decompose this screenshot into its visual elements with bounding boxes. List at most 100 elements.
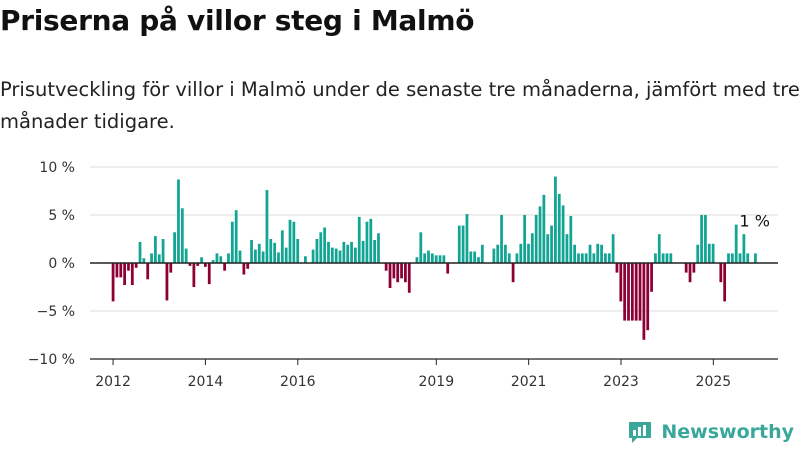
bar-positive[interactable] — [377, 233, 380, 263]
bar-positive[interactable] — [261, 251, 265, 263]
bar-positive[interactable] — [415, 257, 419, 263]
bar-positive[interactable] — [442, 255, 446, 263]
bar-positive[interactable] — [527, 243, 530, 263]
bar-positive[interactable] — [550, 225, 553, 263]
bar-positive[interactable] — [361, 240, 365, 263]
newsworthy-brand[interactable]: Newsworthy — [627, 420, 794, 444]
bar-positive[interactable] — [430, 253, 434, 263]
bar-negative[interactable] — [134, 263, 138, 268]
bar-positive[interactable] — [257, 243, 261, 263]
bar-negative[interactable] — [619, 263, 623, 302]
bar-negative[interactable] — [688, 263, 692, 283]
bar-negative[interactable] — [115, 263, 119, 278]
bar-positive[interactable] — [554, 176, 557, 263]
bar-positive[interactable] — [742, 234, 746, 263]
bar-positive[interactable] — [604, 253, 607, 263]
bar-positive[interactable] — [477, 257, 480, 263]
bar-negative[interactable] — [130, 263, 134, 286]
bar-positive[interactable] — [542, 194, 546, 263]
bar-positive[interactable] — [296, 239, 300, 263]
bar-positive[interactable] — [323, 227, 327, 263]
bar-negative[interactable] — [119, 263, 123, 278]
bar-negative[interactable] — [388, 263, 392, 288]
bar-negative[interactable] — [400, 263, 403, 279]
bar-positive[interactable] — [338, 250, 342, 263]
bar-negative[interactable] — [123, 263, 127, 286]
bar-negative[interactable] — [407, 263, 411, 293]
bar-positive[interactable] — [215, 253, 219, 263]
bar-positive[interactable] — [507, 253, 511, 263]
bar-positive[interactable] — [184, 248, 188, 263]
bar-positive[interactable] — [561, 205, 565, 263]
bar-negative[interactable] — [638, 263, 642, 321]
bar-positive[interactable] — [696, 244, 700, 263]
bar-negative[interactable] — [192, 263, 196, 287]
bar-negative[interactable] — [169, 263, 173, 273]
bar-positive[interactable] — [473, 251, 477, 263]
bar-positive[interactable] — [654, 253, 657, 263]
bar-negative[interactable] — [392, 263, 396, 279]
bar-positive[interactable] — [496, 244, 500, 263]
bar-positive[interactable] — [438, 255, 442, 263]
bar-negative[interactable] — [165, 263, 169, 301]
bar-positive[interactable] — [269, 239, 273, 263]
bar-positive[interactable] — [273, 242, 277, 263]
bar-positive[interactable] — [661, 253, 665, 263]
bar-positive[interactable] — [234, 210, 238, 263]
bar-negative[interactable] — [634, 263, 638, 321]
bar-positive[interactable] — [423, 253, 427, 263]
bar-positive[interactable] — [211, 260, 215, 263]
bar-positive[interactable] — [584, 253, 588, 263]
bar-positive[interactable] — [177, 179, 180, 263]
bar-negative[interactable] — [719, 263, 723, 283]
bar-negative[interactable] — [723, 263, 727, 302]
bar-positive[interactable] — [327, 241, 330, 263]
bar-positive[interactable] — [738, 253, 742, 263]
bar-positive[interactable] — [254, 249, 257, 263]
bar-negative[interactable] — [196, 263, 200, 266]
bar-positive[interactable] — [369, 218, 373, 263]
bar-negative[interactable] — [223, 263, 227, 271]
bar-positive[interactable] — [250, 239, 253, 263]
bar-positive[interactable] — [230, 221, 234, 263]
bar-negative[interactable] — [446, 263, 450, 274]
bar-negative[interactable] — [246, 263, 250, 269]
bar-positive[interactable] — [580, 253, 584, 263]
bar-positive[interactable] — [315, 239, 319, 263]
bar-positive[interactable] — [711, 243, 715, 263]
bar-positive[interactable] — [746, 253, 750, 263]
bar-positive[interactable] — [504, 244, 507, 263]
bar-negative[interactable] — [623, 263, 627, 321]
bar-positive[interactable] — [530, 233, 534, 263]
bar-positive[interactable] — [707, 243, 711, 263]
bar-negative[interactable] — [646, 263, 650, 331]
bar-negative[interactable] — [627, 263, 630, 321]
bar-positive[interactable] — [480, 244, 484, 263]
bar-positive[interactable] — [288, 219, 292, 263]
bar-positive[interactable] — [319, 232, 323, 263]
bar-positive[interactable] — [138, 241, 142, 263]
bar-positive[interactable] — [304, 256, 307, 263]
bar-positive[interactable] — [434, 255, 438, 263]
bar-positive[interactable] — [665, 253, 669, 263]
bar-negative[interactable] — [146, 263, 150, 280]
bar-positive[interactable] — [277, 252, 280, 263]
bar-positive[interactable] — [180, 208, 184, 263]
bar-positive[interactable] — [419, 232, 423, 263]
bar-positive[interactable] — [342, 241, 346, 263]
bar-negative[interactable] — [642, 263, 646, 340]
bar-positive[interactable] — [330, 247, 334, 263]
bar-positive[interactable] — [569, 215, 573, 263]
bar-positive[interactable] — [350, 241, 353, 263]
bar-positive[interactable] — [704, 215, 707, 263]
bar-negative[interactable] — [188, 263, 192, 266]
bar-positive[interactable] — [219, 256, 223, 263]
bar-positive[interactable] — [515, 253, 519, 263]
bar-negative[interactable] — [615, 263, 619, 273]
bar-positive[interactable] — [573, 244, 577, 263]
bar-positive[interactable] — [154, 236, 157, 263]
bar-positive[interactable] — [465, 214, 469, 263]
bar-positive[interactable] — [557, 193, 561, 263]
bar-positive[interactable] — [427, 250, 430, 263]
bar-positive[interactable] — [280, 230, 284, 263]
